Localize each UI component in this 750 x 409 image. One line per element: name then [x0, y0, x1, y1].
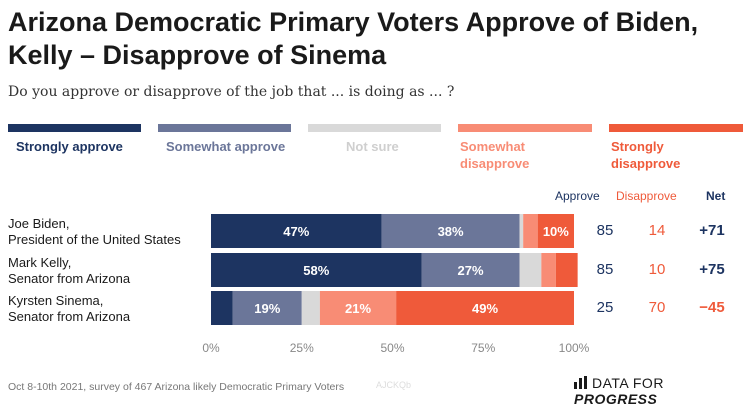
bar-segment: [519, 214, 524, 248]
row-label-kelly: Mark Kelly, Senator from Arizona: [8, 255, 130, 287]
watermark: AJCKQb: [376, 380, 412, 390]
bar-value-label: 10%: [543, 224, 569, 239]
legend-label: Strongly disapprove: [611, 139, 681, 171]
chart-title: Arizona Democratic Primary Voters Approv…: [8, 7, 699, 70]
row-label-title: Senator from Arizona: [8, 271, 131, 286]
row-label-sinema: Kyrsten Sinema, Senator from Arizona: [8, 293, 130, 325]
legend-item-somewhat-disapprove: Somewhat disapprove: [458, 124, 592, 172]
approve-value: 85: [596, 222, 614, 239]
legend-swatch: [158, 124, 291, 132]
bar-segment: [211, 214, 382, 248]
column-header-approve: Approve: [555, 189, 600, 203]
logo-text-bold: PROGRESS: [574, 391, 658, 407]
bar-segment: [555, 253, 578, 287]
legend-item-strongly-disapprove: Strongly disapprove: [609, 124, 743, 172]
bar-value-label: 49%: [472, 301, 498, 316]
x-tick-label: 0%: [202, 341, 220, 355]
legend-item-not-sure: Not sure: [308, 124, 441, 155]
bar-segment: [211, 291, 233, 325]
column-header-net: Net: [706, 189, 726, 203]
legend-label: Somewhat approve: [166, 139, 286, 154]
footer-source: Oct 8-10th 2021, survey of 467 Arizona l…: [8, 381, 345, 393]
bar-segment: [232, 291, 302, 325]
approve-value: 25: [596, 299, 614, 316]
legend-label: Not sure: [346, 139, 399, 154]
column-header-disapprove: Disapprove: [616, 189, 677, 203]
approve-value: 85: [596, 261, 614, 278]
disapprove-value: 70: [648, 299, 666, 316]
bar-value-label: 21%: [345, 301, 371, 316]
brand-logo: DATA FOR PROGRESS: [574, 375, 750, 407]
disapprove-value: 10: [648, 261, 666, 278]
x-tick-label: 25%: [290, 341, 314, 355]
row-label-biden: Joe Biden, President of the United State…: [8, 216, 181, 248]
x-tick-label: 100%: [559, 341, 590, 355]
legend-swatch: [308, 124, 441, 132]
bar-segment: [519, 253, 542, 287]
bar-segment: [537, 214, 574, 248]
bar-value-label: 58%: [303, 263, 329, 278]
bar-value-label: 27%: [458, 263, 484, 278]
legend-label: Somewhat disapprove: [460, 139, 530, 171]
legend-item-strongly-approve: Strongly approve: [8, 124, 141, 155]
legend-label: Strongly approve: [16, 139, 123, 154]
bar-segment: [523, 214, 538, 248]
bar-segment: [396, 291, 574, 325]
legend-swatch: [609, 124, 743, 132]
bar-value-label: 47%: [283, 224, 309, 239]
bar-segment: [211, 253, 422, 287]
row-label-name: Kyrsten Sinema,: [8, 293, 104, 308]
row-label-title: Senator from Arizona: [8, 309, 131, 324]
legend-swatch: [458, 124, 592, 132]
row-label-name: Mark Kelly,: [8, 255, 72, 270]
logo-text: DATA FOR: [592, 375, 664, 391]
bar-value-label: 19%: [254, 301, 280, 316]
net-value: +75: [699, 261, 725, 278]
row-label-title: President of the United States: [8, 232, 181, 247]
net-value: +71: [699, 222, 725, 239]
x-tick-label: 75%: [471, 341, 495, 355]
legend: Strongly approve Somewhat approve Not su…: [0, 124, 750, 174]
bar-value-label: 38%: [438, 224, 464, 239]
legend-swatch: [8, 124, 141, 132]
bar-segment: [319, 291, 397, 325]
bar-segment: [301, 291, 320, 325]
x-tick-label: 50%: [380, 341, 404, 355]
bar-segment: [381, 214, 520, 248]
bar-segment: [421, 253, 520, 287]
row-label-name: Joe Biden,: [8, 216, 70, 231]
disapprove-value: 14: [648, 222, 666, 239]
bar-chart-icon: [574, 376, 587, 389]
bar-segment: [541, 253, 556, 287]
legend-item-somewhat-approve: Somewhat approve: [158, 124, 291, 155]
chart-subtitle: Do you approve or disapprove of the job …: [8, 84, 455, 100]
net-value: −45: [699, 299, 725, 316]
